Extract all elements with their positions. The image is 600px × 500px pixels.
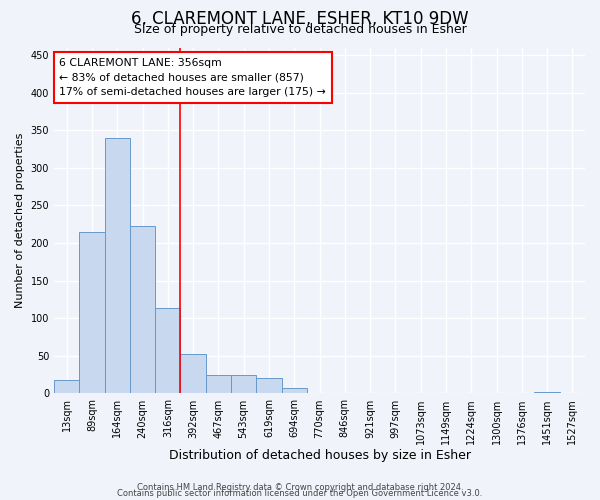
Bar (54, 380, 79, 394)
Bar (181, 354, 206, 394)
Text: 6 CLAREMONT LANE: 356sqm
← 83% of detached houses are smaller (857)
17% of semi-: 6 CLAREMONT LANE: 356sqm ← 83% of detach… (59, 58, 326, 98)
Bar (79, 232, 104, 394)
Bar (332, 392, 358, 394)
Bar (231, 376, 256, 394)
Bar (104, 138, 130, 394)
Bar (206, 374, 231, 394)
Text: 6, CLAREMONT LANE, ESHER, KT10 9DW: 6, CLAREMONT LANE, ESHER, KT10 9DW (131, 10, 469, 28)
Bar (281, 388, 307, 394)
Text: Size of property relative to detached houses in Esher: Size of property relative to detached ho… (134, 22, 466, 36)
Bar (130, 226, 155, 394)
X-axis label: Distribution of detached houses by size in Esher: Distribution of detached houses by size … (169, 450, 470, 462)
Bar (256, 378, 281, 394)
Y-axis label: Number of detached properties: Number of detached properties (15, 133, 25, 308)
Bar (484, 392, 509, 394)
Text: Contains HM Land Registry data © Crown copyright and database right 2024.: Contains HM Land Registry data © Crown c… (137, 484, 463, 492)
Bar (535, 392, 560, 394)
Text: Contains public sector information licensed under the Open Government Licence v3: Contains public sector information licen… (118, 490, 482, 498)
Bar (307, 392, 332, 394)
Bar (155, 308, 181, 394)
